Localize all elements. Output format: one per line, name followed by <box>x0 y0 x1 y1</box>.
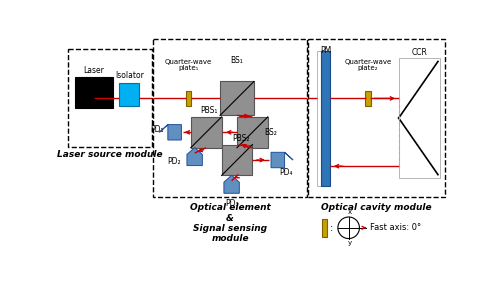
Bar <box>119 83 139 106</box>
Text: y: y <box>348 240 352 246</box>
Text: PBS₂: PBS₂ <box>232 134 250 143</box>
Bar <box>317 51 330 186</box>
Text: :: : <box>330 223 332 233</box>
Bar <box>68 49 152 147</box>
Text: PD₂: PD₂ <box>167 157 181 166</box>
Text: x: x <box>348 209 352 216</box>
Text: BS₂: BS₂ <box>264 128 277 137</box>
Bar <box>222 145 252 176</box>
Text: Optical element
&
Signal sensing
module: Optical element & Signal sensing module <box>190 203 270 243</box>
Text: PD₁: PD₁ <box>150 125 164 134</box>
Text: Quarter-wave: Quarter-wave <box>344 59 392 65</box>
Bar <box>186 91 191 106</box>
Polygon shape <box>271 152 293 168</box>
Bar <box>237 117 268 148</box>
Text: BS₁: BS₁ <box>230 56 243 65</box>
Bar <box>322 218 327 237</box>
Bar <box>191 117 222 148</box>
Text: Quarter-wave: Quarter-wave <box>165 59 212 65</box>
Text: Optical cavity module: Optical cavity module <box>321 203 432 212</box>
Polygon shape <box>187 148 202 166</box>
Bar <box>365 91 370 106</box>
Text: PBS₁: PBS₁ <box>200 106 217 115</box>
Polygon shape <box>160 125 182 140</box>
Text: CCR: CCR <box>412 48 428 57</box>
Text: PD₃: PD₃ <box>225 198 238 208</box>
Text: PM: PM <box>320 46 331 55</box>
Text: Isolator: Isolator <box>115 71 143 80</box>
Bar <box>398 59 440 178</box>
Text: PD₄: PD₄ <box>280 168 293 177</box>
Text: plate₁: plate₁ <box>178 65 199 71</box>
Text: Fast axis: 0°: Fast axis: 0° <box>370 223 422 232</box>
Bar <box>74 77 113 108</box>
Bar <box>321 51 330 186</box>
Text: plate₂: plate₂ <box>358 65 378 71</box>
Bar <box>308 39 445 197</box>
Bar <box>153 39 307 197</box>
Text: Laser source module: Laser source module <box>57 150 163 159</box>
Bar <box>220 81 254 115</box>
Text: Laser: Laser <box>84 66 104 75</box>
Polygon shape <box>224 175 240 193</box>
